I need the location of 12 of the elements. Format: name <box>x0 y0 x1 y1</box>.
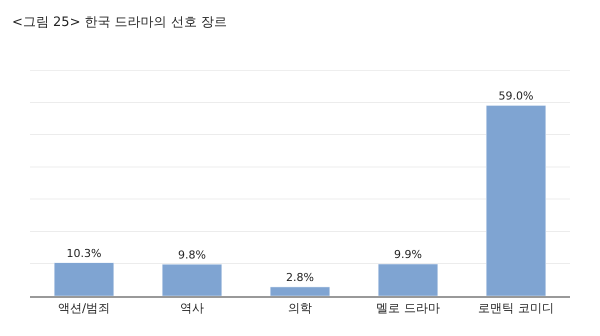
chart-title: <그림 25> 한국 드라마의 선호 장르 <box>12 14 227 30</box>
x-tick-label: 멜로 드라마 <box>376 301 440 316</box>
bar <box>270 286 330 296</box>
x-tick-label: 역사 <box>180 301 204 316</box>
data-label: 9.8% <box>178 248 206 262</box>
data-label: 59.0% <box>498 90 534 103</box>
data-label: 10.3% <box>66 246 102 260</box>
data-label: 9.9% <box>394 248 422 262</box>
x-tick-label: 로맨틱 코미디 <box>478 301 554 316</box>
x-tick-label: 의학 <box>288 301 312 316</box>
data-label: 2.8% <box>286 270 314 284</box>
x-tick-label: 액션/범죄 <box>58 301 110 316</box>
